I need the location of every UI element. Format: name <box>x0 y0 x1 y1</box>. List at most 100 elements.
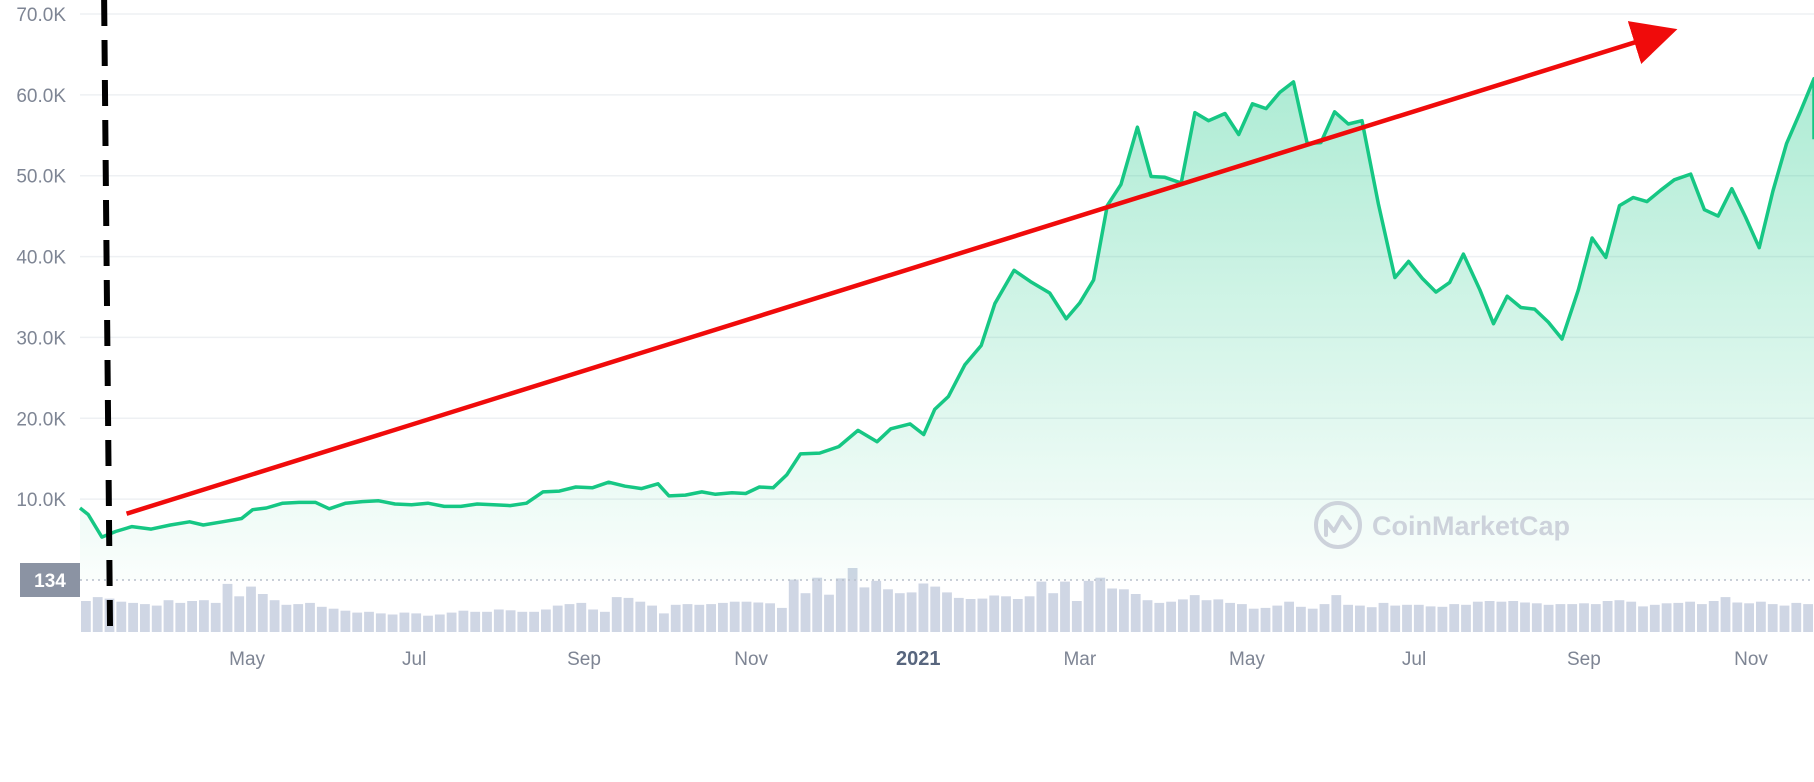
volume-bar <box>1803 604 1813 632</box>
volume-bar <box>1413 604 1424 632</box>
volume-bar <box>387 614 398 632</box>
volume-bar <box>965 599 976 632</box>
volume-bar <box>753 602 764 632</box>
volume-bar <box>1661 603 1672 632</box>
volume-bar <box>1697 604 1707 632</box>
volume-bar <box>140 604 150 632</box>
volume-bar <box>788 579 799 632</box>
volume-reference-badge: 134 <box>20 563 80 597</box>
x-tick-label: Nov <box>1734 649 1768 670</box>
volume-bar <box>835 578 846 632</box>
x-tick-label: Sep <box>567 649 601 670</box>
volume-bar <box>1708 601 1719 632</box>
coinmarketcap-watermark: CoinMarketCap <box>1314 501 1570 549</box>
volume-bar <box>505 610 516 632</box>
x-tick-label: 2021 <box>896 648 941 670</box>
volume-bar <box>765 603 775 632</box>
volume-bar <box>800 593 811 632</box>
volume-bars <box>81 568 1813 632</box>
y-tick-label: 20.0K <box>16 409 66 430</box>
x-axis-ticks: May Jul Sep Nov 2021 Mar May Jul Sep Nov <box>229 648 1768 670</box>
volume-bar <box>1343 604 1353 632</box>
volume-bar <box>1225 602 1235 632</box>
x-tick-label: May <box>1229 649 1265 670</box>
volume-bar <box>600 611 610 632</box>
volume-bar <box>151 605 162 632</box>
volume-bar <box>1425 606 1436 632</box>
volume-bar <box>1001 596 1011 632</box>
volume-bar <box>1048 593 1059 632</box>
volume-reference-label: 134 <box>34 571 66 592</box>
volume-bar <box>328 608 339 632</box>
volume-bar <box>1012 599 1023 632</box>
volume-bar <box>1142 600 1153 632</box>
y-tick-label: 10.0K <box>16 490 66 511</box>
volume-bar <box>1496 601 1507 632</box>
volume-bar <box>1260 607 1271 632</box>
volume-bar <box>222 583 233 632</box>
volume-bar <box>411 613 422 632</box>
volume-bar <box>552 605 563 632</box>
volume-bar <box>1071 601 1082 632</box>
volume-bar <box>588 609 598 632</box>
volume-bar <box>1272 605 1283 632</box>
volume-bar <box>977 598 988 632</box>
volume-bar <box>706 604 716 632</box>
volume-bar <box>729 601 740 632</box>
volume-bar <box>163 600 174 632</box>
volume-bar <box>352 612 363 632</box>
volume-bar <box>1779 605 1790 632</box>
volume-bar <box>564 604 575 632</box>
x-tick-label: Jul <box>1402 649 1426 670</box>
volume-bar <box>694 604 705 632</box>
volume-bar <box>210 602 221 632</box>
volume-bar <box>1189 595 1200 632</box>
volume-bar <box>1756 601 1766 632</box>
volume-bar <box>1213 599 1224 632</box>
volume-bar <box>446 612 457 632</box>
volume-bar <box>246 586 256 632</box>
volume-bar <box>1472 601 1483 632</box>
volume-bar <box>305 602 315 632</box>
volume-bar <box>741 601 752 632</box>
watermark-text: CoinMarketCap <box>1372 511 1570 541</box>
volume-bar <box>1555 604 1566 632</box>
x-tick-label: Mar <box>1063 649 1096 670</box>
x-tick-label: May <box>229 649 265 670</box>
volume-bar <box>1107 588 1117 632</box>
volume-bar <box>1378 602 1389 632</box>
volume-bar <box>1673 602 1684 632</box>
volume-bar <box>812 577 823 632</box>
volume-bar <box>718 602 728 632</box>
volume-bar <box>1248 608 1259 632</box>
volume-bar <box>1579 603 1589 632</box>
volume-bar <box>942 592 952 632</box>
volume-bar <box>375 613 386 632</box>
volume-bar <box>423 615 433 632</box>
volume-bar <box>1307 608 1318 632</box>
start-marker-dashed-line <box>101 0 114 641</box>
x-tick-label: Sep <box>1567 649 1601 670</box>
volume-bar <box>234 596 245 632</box>
trend-arrow <box>125 21 1678 516</box>
volume-bar <box>1685 601 1695 632</box>
volume-bar <box>1767 604 1778 632</box>
volume-bar <box>1449 604 1460 632</box>
volume-bar <box>989 595 1000 632</box>
volume-bar <box>1331 595 1342 632</box>
volume-bar <box>458 610 469 632</box>
y-tick-label: 30.0K <box>16 328 66 349</box>
volume-bar <box>953 597 964 632</box>
volume-bar <box>611 597 622 632</box>
volume-bar <box>623 597 634 632</box>
volume-bar <box>316 606 327 632</box>
gridlines <box>80 13 1814 500</box>
volume-bar <box>1390 605 1401 632</box>
volume-bar <box>777 607 787 632</box>
volume-bar <box>1484 601 1495 632</box>
volume-bar <box>1083 580 1094 632</box>
volume-bar <box>470 611 481 632</box>
price-line <box>78 76 1814 539</box>
volume-bar <box>659 613 669 632</box>
